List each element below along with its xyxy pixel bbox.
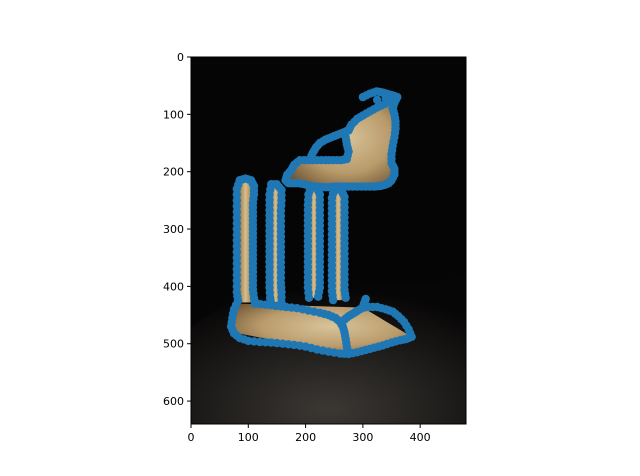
scatter-point: [304, 293, 314, 302]
y-tick-label: 300: [163, 223, 184, 236]
photo-temple-base: [232, 303, 412, 354]
scatter-point: [314, 292, 323, 301]
y-axis-ticks: 0 100 200 300 400 500 600: [163, 51, 191, 408]
scatter-point: [232, 259, 241, 268]
y-tick-label: 600: [163, 395, 184, 408]
scatter-point: [373, 95, 382, 105]
scatter-points: [226, 87, 416, 359]
scatter-point: [232, 276, 241, 285]
photo-temple-entablature: [285, 97, 398, 188]
y-tick-label: 400: [163, 280, 184, 293]
scatter-point: [340, 315, 349, 324]
x-tick-label: 400: [410, 431, 431, 444]
scatter-point: [328, 295, 338, 305]
scatter-point: [361, 294, 370, 304]
scatter-point: [390, 91, 399, 101]
scatter-point: [341, 293, 350, 302]
scatter-point: [232, 207, 241, 216]
scatter-point: [232, 242, 241, 251]
x-tick-label: 300: [352, 431, 373, 444]
scatter-point: [306, 154, 315, 164]
y-tick-label: 500: [163, 338, 184, 351]
scatter-point: [232, 224, 241, 234]
axes-frame: [190, 56, 467, 425]
x-tick-label: 200: [295, 431, 316, 444]
y-tick-label: 0: [177, 51, 184, 64]
x-tick-label: 100: [238, 431, 259, 444]
scatter-point: [381, 93, 390, 103]
x-tick-label: 0: [188, 431, 195, 444]
y-tick-label: 200: [163, 166, 184, 179]
scatter-point: [343, 348, 353, 358]
scatter-point: [232, 190, 241, 199]
y-tick-label: 100: [163, 108, 184, 121]
x-axis-ticks: 0 100 200 300 400: [188, 424, 431, 444]
